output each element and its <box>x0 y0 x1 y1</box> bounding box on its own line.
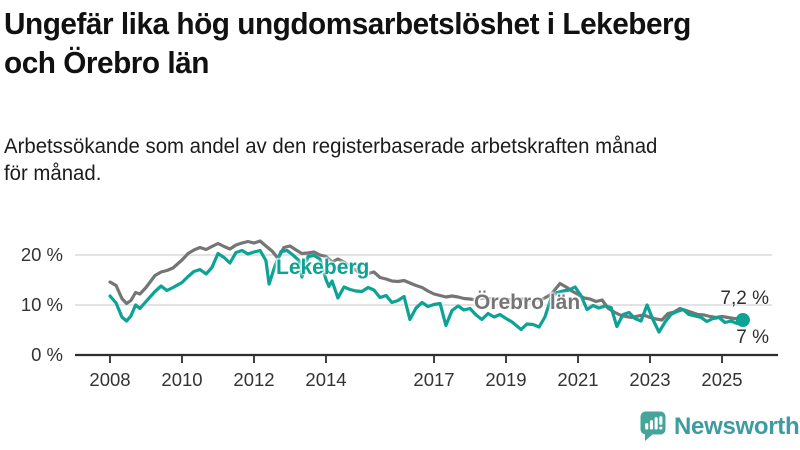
latest-value-dot <box>735 313 750 327</box>
x-axis-tick-label: 2019 <box>485 369 526 390</box>
x-axis-tick-label: 2017 <box>413 369 454 390</box>
x-axis-tick-label: 2021 <box>557 369 598 390</box>
series-line-lekeberg <box>108 248 745 334</box>
x-axis-tick-label: 2008 <box>89 369 130 390</box>
newsworthy-logo-icon <box>640 411 666 441</box>
end-value-label-orebro: 7,2 % <box>720 288 769 309</box>
newsworthy-logo[interactable]: Newsworthy <box>639 411 800 442</box>
x-axis-tick-label: 2025 <box>701 369 742 390</box>
chart-subtitle: Arbetssökande som andel av den registerb… <box>4 135 658 185</box>
y-axis-tick-label: 0 % <box>31 344 63 365</box>
series-label-orebro-lan: Örebro län <box>474 291 581 314</box>
x-axis-tick-label: 2014 <box>305 369 346 390</box>
chart-title: Ungefär lika hög ungdomsarbetslöshet i L… <box>4 6 691 80</box>
x-axis-tick-label: 2010 <box>161 369 202 390</box>
series-line-orebro-lan <box>108 239 745 322</box>
x-axis-tick-label: 2012 <box>233 369 274 390</box>
y-axis-tick-label: 10 % <box>21 294 63 315</box>
newsworthy-wordmark: Newsworthy <box>674 412 800 440</box>
series-label-lekeberg: Lekeberg <box>276 256 370 279</box>
x-axis-tick-label: 2023 <box>629 369 670 390</box>
end-value-label-lekeberg: 7 % <box>736 327 769 348</box>
y-axis-tick-label: 20 % <box>21 244 63 265</box>
